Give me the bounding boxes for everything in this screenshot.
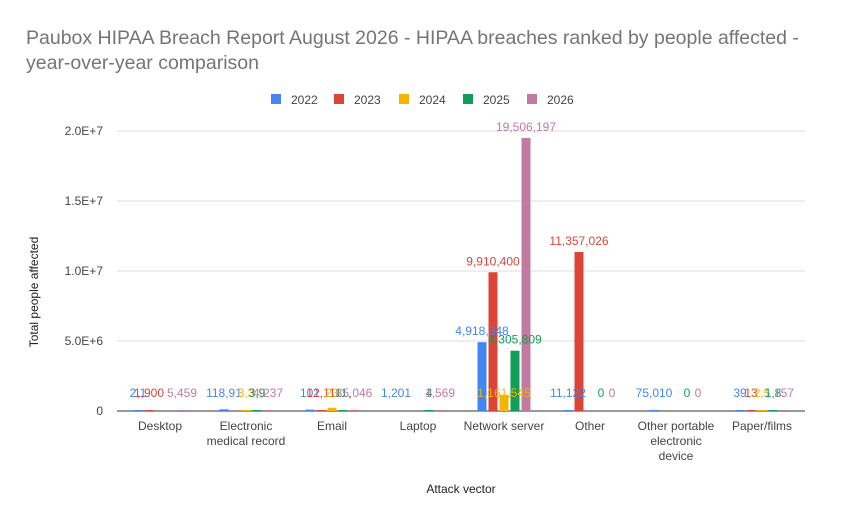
- bar-2026-0: [177, 410, 187, 411]
- data-label-2022-3: 1,201: [381, 386, 411, 400]
- y-tick-label: 5.0E+6: [65, 334, 104, 348]
- bar-2022-2: [305, 409, 315, 411]
- data-label-2022-2: 101: [300, 386, 320, 400]
- bar-2023-4: [488, 272, 498, 411]
- data-label-2026-7: 157: [774, 386, 794, 400]
- bar-2024-4: [499, 394, 509, 411]
- data-label-2026-2: 85,046: [336, 386, 373, 400]
- bar-2025-4: [510, 350, 520, 411]
- legend-label-2022: 2022: [291, 93, 318, 107]
- x-tick-label: Other portable electronic device: [638, 419, 715, 463]
- legend-label-2026: 2026: [547, 93, 574, 107]
- data-label-2024-2: 23: [325, 386, 339, 400]
- data-label-2025-2: 11,: [335, 386, 351, 400]
- x-tick-label: Desktop: [138, 419, 182, 433]
- data-label-2022-5: 11,122: [550, 386, 586, 400]
- data-labels: 2,11,900 5,459 118,913,33,94,237 10112,1123…: [130, 120, 795, 400]
- y-tick-label: 1.0E+7: [65, 264, 104, 278]
- bar-2026-1: [263, 410, 273, 411]
- bar-2022-5: [563, 410, 573, 411]
- bar-2026-7: [779, 410, 789, 411]
- data-label-2026-5: 0: [609, 386, 616, 400]
- x-tick-label: Network server: [464, 419, 545, 433]
- legend-swatch-2023: [334, 94, 344, 104]
- data-label-2022-7: 39: [733, 386, 747, 400]
- x-tick-label: Electronic medical record: [207, 419, 286, 448]
- y-tick-label: 0: [96, 404, 103, 418]
- x-tick-labels: Desktop Electronic medical record Email Lapt…: [138, 419, 792, 463]
- data-label-2026-6: 0: [695, 386, 702, 400]
- bars: [133, 137, 789, 411]
- bar-2023-2: [316, 410, 326, 411]
- bar-2024-2: [327, 407, 337, 411]
- bar-2025-7: [768, 410, 778, 411]
- x-axis-label: Attack vector: [426, 482, 495, 496]
- bar-2023-5: [574, 252, 584, 411]
- data-label-2026-3: 1,569: [425, 386, 455, 400]
- data-label-2022-0: 2,1: [130, 386, 147, 400]
- bar-2024-7: [757, 410, 767, 411]
- legend-swatch-2024: [399, 94, 409, 104]
- x-tick-label: Other: [575, 419, 605, 433]
- data-label-2023-4: 9,910,400: [466, 254, 520, 268]
- bar-2023-7: [746, 410, 756, 411]
- bar-2022-6: [649, 409, 659, 411]
- data-label-2025-5: 0: [598, 386, 605, 400]
- data-label-2024-4: 1,161,545: [477, 386, 531, 400]
- bar-2022-4: [477, 342, 487, 411]
- bar-2025-2: [338, 410, 348, 411]
- data-label-2025-7: 1,8: [765, 386, 782, 400]
- data-label-2026-0: 5,459: [167, 386, 197, 400]
- data-label-2026-1: 4,237: [253, 386, 283, 400]
- data-label-2023-0: 1,900: [134, 386, 164, 400]
- x-tick-label: Laptop: [400, 419, 437, 433]
- bar-2026-2: [349, 409, 359, 411]
- legend-swatch-2022: [271, 94, 281, 104]
- legend-label-2024: 2024: [419, 93, 446, 107]
- legend-swatch-2026: [527, 94, 537, 104]
- data-label-2025-4: 4,305,809: [488, 333, 542, 347]
- data-label-2026-4: 19,506,197: [496, 120, 556, 134]
- data-label-2024-7: 2,5: [754, 386, 771, 400]
- legend-swatch-2025: [463, 94, 473, 104]
- data-label-2024-1: 3,3: [238, 386, 255, 400]
- bar-2023-0: [144, 410, 154, 411]
- bar-2025-1: [252, 410, 262, 411]
- data-label-2023-7: 13: [744, 386, 758, 400]
- data-label-2023-2: 12,11: [306, 386, 335, 400]
- bar-2022-7: [735, 410, 745, 411]
- bar-2025-3: [424, 410, 434, 411]
- bar-2024-1: [241, 410, 251, 411]
- data-label-2025-6: 0: [684, 386, 691, 400]
- data-label-2023-5: 11,357,026: [549, 234, 608, 248]
- data-label-2022-4: 4,918,348: [455, 324, 509, 338]
- legend-label-2025: 2025: [483, 93, 510, 107]
- data-label-2025-3: 4: [426, 386, 433, 400]
- data-label-2022-1: 118,91: [206, 386, 242, 400]
- bar-2026-4: [521, 137, 531, 411]
- y-tick-label: 1.5E+7: [65, 194, 104, 208]
- chart-title: Paubox HIPAA Breach Report August 2026 -…: [26, 27, 799, 74]
- data-label-2025-1: 3,9: [249, 386, 266, 400]
- data-label-2022-6: 75,010: [636, 386, 673, 400]
- bar-2022-1: [219, 409, 229, 411]
- legend-label-2023: 2023: [354, 93, 381, 107]
- bar-2022-0: [133, 410, 143, 411]
- x-tick-label: Email: [317, 419, 347, 433]
- y-tick-label: 2.0E+7: [65, 124, 104, 138]
- gridlines: 0 5.0E+6 1.0E+7 1.5E+7 2.0E+7: [65, 124, 805, 418]
- legend: 2022 2023 2024 2025 2026: [271, 93, 574, 107]
- y-axis-label: Total people affected: [27, 237, 41, 348]
- bar-2026-3: [435, 410, 445, 411]
- x-tick-label: Paper/films: [732, 419, 792, 433]
